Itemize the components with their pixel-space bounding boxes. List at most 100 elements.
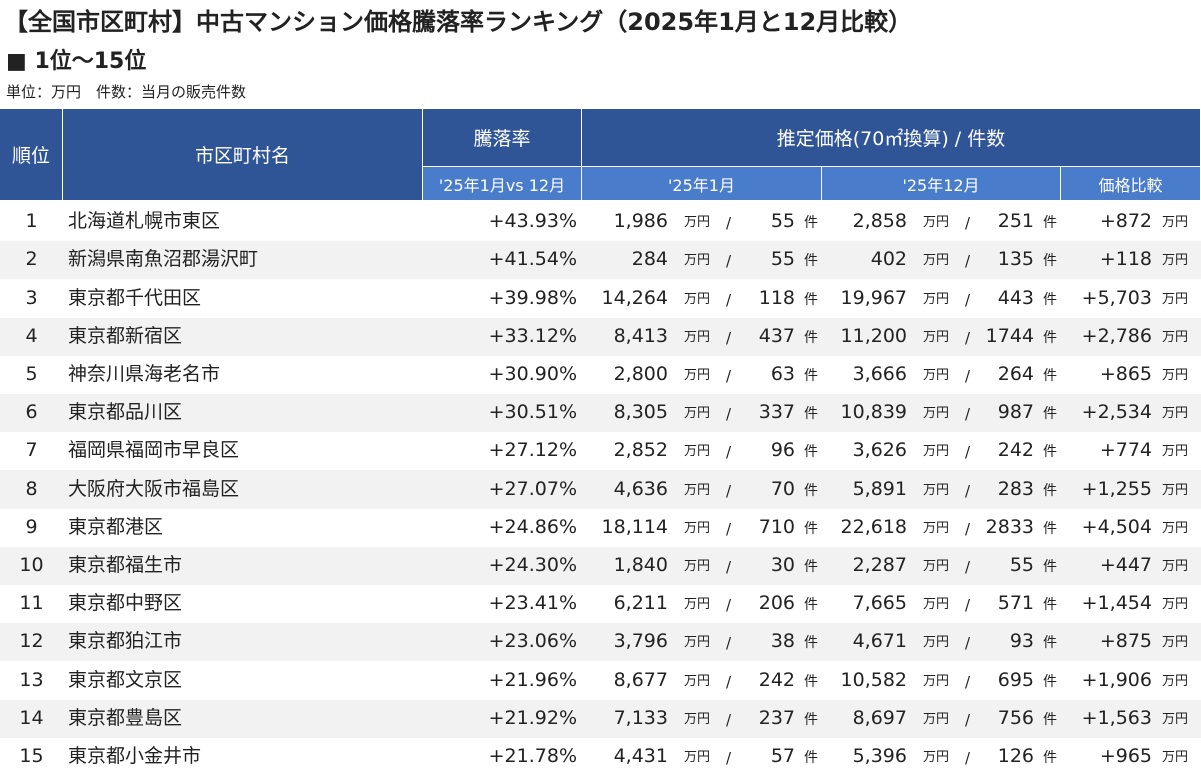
count: 126 [997,744,1034,767]
price: 8,677 [613,668,668,691]
unit-price: 万円 [1162,444,1189,460]
slash: / [965,252,971,271]
count: 251 [997,210,1034,233]
unit-count: 件 [1043,673,1057,690]
unit-price: 万円 [1162,711,1189,727]
unit-count: 件 [1043,482,1057,499]
count: 96 [770,439,795,462]
price: 22,618 [840,515,907,538]
price: 2,800 [613,362,668,385]
count: 135 [997,248,1034,271]
slash: / [726,405,732,424]
rate: +21.92% [488,706,577,729]
name: 東京都港区 [68,515,164,538]
slash: / [965,519,971,538]
unit-price: 万円 [923,406,950,422]
subtitle: ■ 1位～15位 [6,49,147,74]
note: 単位：万円 件数：当月の販売件数 [6,83,247,101]
rank: 7 [25,439,38,462]
unit-price: 万円 [1162,520,1189,536]
slash: / [726,328,732,347]
price: 10,839 [840,401,907,424]
diff: +865 [1099,362,1152,385]
price: 2,852 [613,439,668,462]
slash: / [965,748,971,767]
slash: / [965,634,971,653]
rate: +39.98% [488,286,577,309]
price: 1,840 [613,553,668,576]
unit-count: 件 [804,597,818,614]
slash: / [726,290,732,309]
diff: +875 [1099,630,1152,653]
unit-price: 万円 [1162,635,1189,651]
unit-price: 万円 [923,749,950,765]
count: 242 [758,668,795,691]
slash: / [965,443,971,462]
price: 2,287 [852,553,907,576]
row-band [0,394,1201,433]
unit-count: 件 [1043,558,1057,575]
diff: +2,534 [1081,401,1152,424]
price: 4,671 [852,630,907,653]
unit-price: 万円 [1162,597,1189,613]
price: 11,200 [840,324,907,347]
count: 70 [770,477,795,500]
unit-count: 件 [804,291,818,308]
slash: / [726,366,732,385]
count: 237 [758,706,795,729]
name: 東京都豊島区 [68,706,183,729]
count: 695 [997,668,1034,691]
rank: 12 [19,630,44,653]
diff: +965 [1099,744,1152,767]
slash: / [965,366,971,385]
row-band [0,546,1201,585]
unit-price: 万円 [684,329,711,345]
unit-count: 件 [804,406,818,423]
count: 283 [997,477,1034,500]
name: 福岡県福岡市早良区 [68,439,240,462]
count: 571 [997,592,1034,615]
rank: 5 [25,362,38,385]
unit-price: 万円 [923,444,950,460]
rate: +23.41% [488,592,577,615]
unit-price: 万円 [923,673,950,689]
slash: / [726,596,732,615]
price: 14,264 [601,286,668,309]
unit-count: 件 [804,444,818,461]
unit-count: 件 [804,520,818,537]
unit-price: 万円 [684,673,711,689]
header-cell: 推定価格(70㎡換算) / 件数 [582,109,1201,167]
count: 63 [770,362,795,385]
rank: 9 [25,515,38,538]
price: 4,636 [613,477,668,500]
unit-price: 万円 [1162,749,1189,765]
title: 【全国市区町村】中古マンション価格騰落率ランキング（2025年1月と12月比較） [4,8,913,36]
slash: / [726,443,732,462]
unit-price: 万円 [923,597,950,613]
unit-count: 件 [1043,635,1057,652]
count: 756 [997,706,1034,729]
rank: 11 [19,592,44,615]
unit-count: 件 [804,329,818,346]
header-cell: 価格比較 [1061,167,1201,201]
name: 大阪府大阪市福島区 [68,477,240,500]
rate: +21.78% [488,744,577,767]
slash: / [726,634,732,653]
rank: 8 [25,477,38,500]
price: 4,431 [613,744,668,767]
count: 1744 [985,324,1034,347]
price: 3,666 [852,362,907,385]
unit-count: 件 [1043,215,1057,232]
rate: +27.07% [488,477,577,500]
unit-count: 件 [1043,749,1057,766]
rate: +33.12% [488,324,577,347]
price: 5,396 [852,744,907,767]
name: 神奈川県海老名市 [68,362,221,385]
unit-count: 件 [1043,597,1057,614]
row-band [0,470,1201,509]
name: 東京都品川区 [68,401,183,424]
unit-price: 万円 [923,367,950,383]
unit-price: 万円 [684,597,711,613]
count: 55 [1009,553,1034,576]
